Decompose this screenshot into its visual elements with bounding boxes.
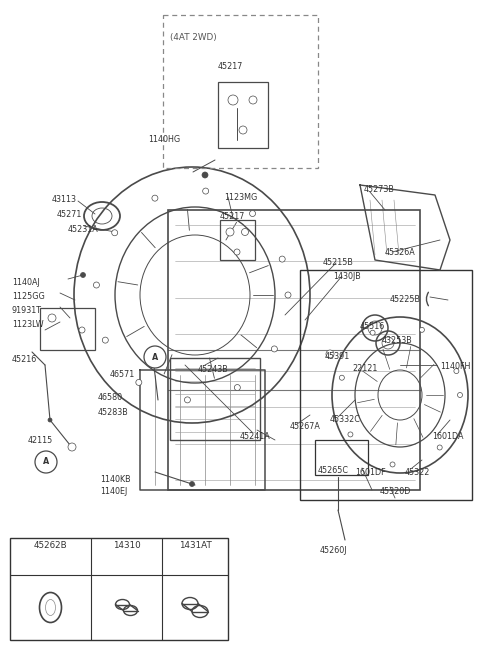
Circle shape: [228, 95, 238, 105]
Circle shape: [234, 384, 240, 390]
Circle shape: [156, 356, 160, 360]
Text: 45271: 45271: [57, 210, 83, 219]
Text: 45320D: 45320D: [380, 487, 411, 496]
Text: 45326A: 45326A: [385, 248, 416, 257]
Text: 91931T: 91931T: [12, 306, 42, 315]
Bar: [315, 440, 368, 475]
Text: (4AT 2WD): (4AT 2WD): [170, 33, 217, 42]
Circle shape: [48, 418, 52, 422]
Text: 1140EJ: 1140EJ: [100, 487, 127, 496]
Circle shape: [241, 229, 249, 236]
Circle shape: [136, 379, 142, 385]
Circle shape: [234, 249, 240, 255]
Text: 45217: 45217: [220, 212, 245, 221]
Circle shape: [348, 432, 353, 437]
Circle shape: [94, 282, 99, 288]
Text: 46571: 46571: [110, 370, 135, 379]
Text: 45231A: 45231A: [68, 225, 99, 234]
Bar: [218, 82, 268, 148]
Bar: [300, 270, 472, 500]
Text: 45265C: 45265C: [318, 466, 349, 475]
Text: 1125GG: 1125GG: [12, 292, 45, 301]
Text: 42115: 42115: [28, 436, 53, 445]
Circle shape: [326, 350, 334, 358]
Circle shape: [112, 230, 118, 236]
Circle shape: [81, 272, 85, 278]
Bar: [163, 15, 318, 168]
Text: 45241A: 45241A: [240, 432, 271, 441]
Circle shape: [239, 126, 247, 134]
Circle shape: [68, 443, 76, 451]
Text: 45391: 45391: [325, 352, 350, 361]
Circle shape: [454, 369, 459, 373]
Circle shape: [249, 96, 257, 104]
Circle shape: [144, 346, 166, 368]
Circle shape: [390, 462, 395, 467]
Text: 43113: 43113: [52, 195, 77, 204]
Circle shape: [48, 314, 56, 322]
Text: 45225B: 45225B: [390, 295, 421, 304]
Text: 45217: 45217: [218, 62, 243, 71]
Circle shape: [339, 375, 344, 380]
Text: 1140FH: 1140FH: [440, 362, 470, 371]
Circle shape: [79, 327, 85, 333]
Text: 1601DF: 1601DF: [355, 468, 385, 477]
Circle shape: [250, 210, 255, 217]
Circle shape: [35, 451, 57, 473]
Text: 45516: 45516: [360, 322, 385, 331]
Bar: [40, 308, 95, 350]
Text: 22121: 22121: [352, 364, 377, 373]
Circle shape: [271, 346, 277, 352]
Circle shape: [203, 188, 209, 194]
Text: 45267A: 45267A: [290, 422, 321, 431]
Text: 1430JB: 1430JB: [333, 272, 361, 281]
Text: 1140AJ: 1140AJ: [12, 278, 40, 287]
Text: 14310: 14310: [113, 541, 140, 550]
Circle shape: [184, 397, 191, 403]
Text: 45332C: 45332C: [330, 415, 361, 424]
Text: 1140KB: 1140KB: [100, 475, 131, 484]
Text: 1123LW: 1123LW: [12, 320, 44, 329]
Circle shape: [457, 392, 463, 398]
Bar: [220, 220, 255, 260]
Text: A: A: [152, 352, 158, 362]
Circle shape: [437, 445, 442, 450]
Circle shape: [152, 195, 158, 201]
Circle shape: [202, 172, 208, 178]
Bar: [10, 538, 228, 640]
Text: 1123MG: 1123MG: [224, 193, 257, 202]
Text: A: A: [43, 457, 49, 466]
Circle shape: [226, 228, 234, 236]
Text: 46580: 46580: [98, 393, 123, 402]
Text: 1431AT: 1431AT: [179, 541, 211, 550]
Text: 45243B: 45243B: [198, 365, 229, 374]
Text: 45262B: 45262B: [34, 541, 67, 550]
Text: 45216: 45216: [12, 355, 37, 364]
Bar: [170, 358, 260, 440]
Text: 45273B: 45273B: [364, 185, 395, 194]
Text: 45260J: 45260J: [320, 546, 348, 555]
Text: 45215B: 45215B: [323, 258, 354, 267]
Text: 1140HG: 1140HG: [148, 135, 180, 144]
Circle shape: [102, 337, 108, 343]
Circle shape: [370, 330, 375, 335]
Circle shape: [190, 481, 194, 487]
Text: 43253B: 43253B: [382, 336, 413, 345]
Text: 1601DA: 1601DA: [432, 432, 464, 441]
Circle shape: [285, 292, 291, 298]
Circle shape: [420, 328, 424, 332]
Text: 45322: 45322: [405, 468, 431, 477]
Bar: [168, 210, 420, 490]
Text: 45283B: 45283B: [98, 408, 129, 417]
Circle shape: [279, 256, 285, 262]
